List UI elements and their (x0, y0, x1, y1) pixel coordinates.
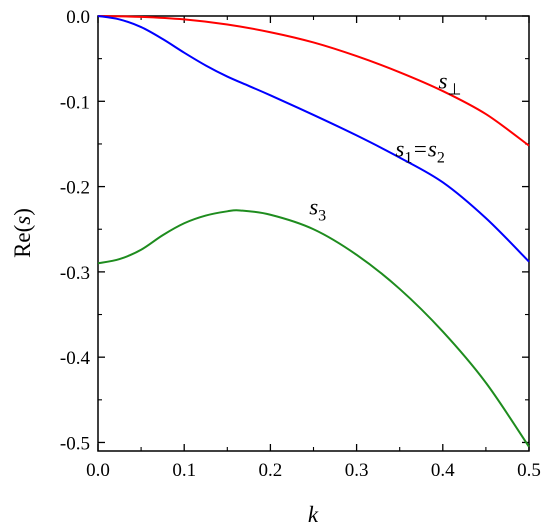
x-tick-label: 0.5 (517, 460, 541, 481)
y-tick-label: -0.3 (60, 263, 90, 284)
curve-labels: s⊥​ s1​=s2​ s3​ (309, 69, 461, 225)
y-tick-label: -0.5 (60, 433, 90, 454)
y-tick-label: -0.2 (60, 178, 90, 199)
series-line-2 (97, 209, 530, 448)
x-tick-label: 0.1 (172, 460, 196, 481)
series-label-0: s⊥​ (438, 69, 461, 99)
y-tick-label: 0.0 (66, 7, 90, 28)
x-tick-label: 0.3 (345, 460, 369, 481)
plot-frame (97, 15, 530, 452)
y-axis-title: Re(s) (10, 208, 35, 258)
series-line-1 (97, 15, 530, 263)
x-tick-label: 0.0 (86, 460, 110, 481)
series-label-1: s1​=s2​ (395, 137, 444, 167)
series-line-0 (97, 15, 530, 147)
x-tick-label: 0.4 (431, 460, 455, 481)
y-tick-label: -0.4 (60, 348, 91, 369)
axis-ticks (97, 15, 530, 451)
x-tick-label: 0.2 (259, 460, 283, 481)
y-tick-label: -0.1 (60, 92, 90, 113)
x-axis-title: k (308, 502, 319, 527)
series-label-2: s3​ (309, 195, 326, 225)
curves (97, 15, 530, 448)
tick-labels: 0.0 0.1 0.2 0.3 0.4 0.5 0.0 -0.1 -0.2 -0.3 -0.4 -0.… (60, 7, 541, 481)
